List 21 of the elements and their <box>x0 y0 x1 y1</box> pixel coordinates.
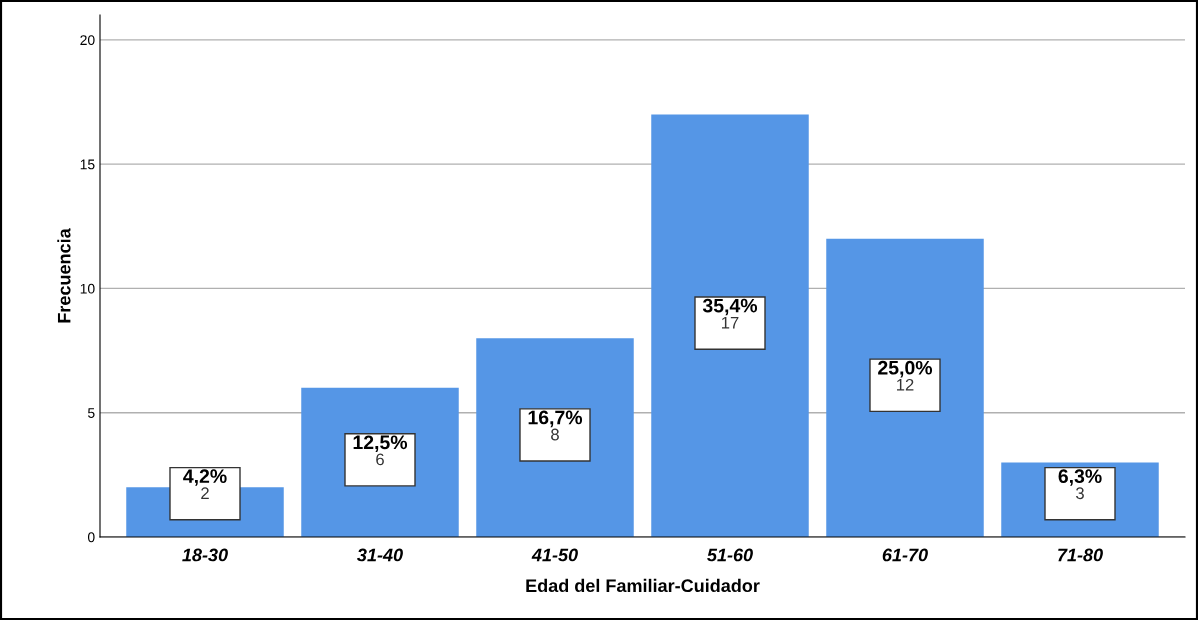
x-tick-label: 61-70 <box>882 548 928 562</box>
data-label: 4,2% 2 <box>183 469 227 499</box>
y-tick-label: 5 <box>87 408 95 418</box>
bar <box>651 114 809 537</box>
y-tick-label: 15 <box>80 159 95 170</box>
data-label: 6,3% 3 <box>1058 469 1102 500</box>
x-tick-label: 41-50 <box>531 548 578 562</box>
data-label: 12,5% 6 <box>353 435 408 466</box>
data-label: 35,4% 17 <box>702 298 758 329</box>
x-axis-title: Edad del Familiar-Cuidador <box>526 578 760 593</box>
y-axis-title: Frecuencia <box>57 228 71 323</box>
data-label: 25,0% 12 <box>878 360 933 391</box>
y-tick-label: 0 <box>87 532 95 543</box>
x-tick-label: 31-40 <box>357 548 403 562</box>
x-tick-label: 51-60 <box>707 548 753 562</box>
y-tick-label: 10 <box>80 283 95 294</box>
y-tick-label: 20 <box>80 35 95 46</box>
x-tick-label: 18-30 <box>182 548 228 562</box>
data-label: 16,7% 8 <box>528 410 583 441</box>
x-tick-label: 71-80 <box>1058 548 1103 562</box>
bar <box>826 238 984 537</box>
